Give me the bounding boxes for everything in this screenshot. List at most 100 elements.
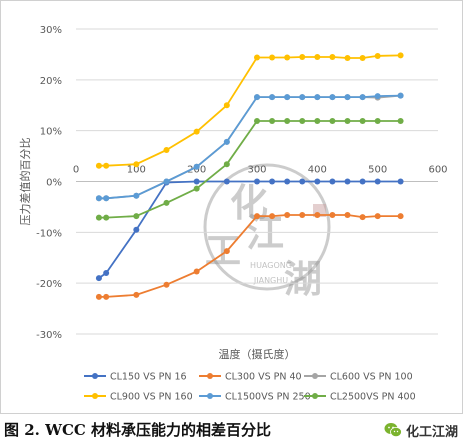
data-point <box>344 212 351 219</box>
data-point <box>223 248 230 255</box>
data-point <box>254 178 260 185</box>
y-tick-label: -20% <box>36 279 62 290</box>
data-point <box>269 118 276 125</box>
data-point <box>284 118 291 125</box>
data-point <box>284 54 291 61</box>
x-tick-label: 600 <box>428 165 447 176</box>
data-point <box>254 118 260 125</box>
series-line <box>98 120 401 219</box>
data-point <box>359 54 366 61</box>
data-point <box>344 54 351 61</box>
data-point <box>133 291 140 298</box>
data-point <box>374 118 381 125</box>
x-tick-label: 300 <box>247 165 266 176</box>
chart-frame: 化工江湖 HUAGONG JIANGHU 30% 20% 10% 0% -10% -20% -3… <box>0 0 463 414</box>
legend-label: CL1500VS PN 250 <box>225 392 311 403</box>
data-point <box>133 192 140 199</box>
data-point <box>95 214 102 221</box>
legend-item: CL900 VS PN 160 <box>84 392 193 403</box>
data-point <box>193 185 200 192</box>
data-point <box>314 94 321 101</box>
data-point <box>193 163 200 170</box>
data-point <box>397 213 404 220</box>
caption-row: 图 2. WCC 材料承压能力的相差百分比 化工江湖 <box>0 414 465 445</box>
data-point <box>359 178 366 185</box>
data-point <box>374 178 381 185</box>
data-point <box>359 118 366 125</box>
legend-label: CL2500VS PN 400 <box>330 392 416 403</box>
data-point <box>397 92 404 99</box>
legend: CL150 VS PN 16 CL300 VS PN 40 CL600 VS PN … <box>84 372 416 403</box>
series-group <box>95 92 404 202</box>
data-point <box>193 128 200 135</box>
series-group <box>95 118 404 221</box>
series-group <box>95 178 404 282</box>
data-point <box>269 94 276 101</box>
data-point <box>193 178 200 185</box>
data-point <box>163 178 170 185</box>
series-line <box>98 94 401 200</box>
data-point <box>329 53 336 60</box>
watermark-char: 化 <box>230 180 268 225</box>
legend-label: CL900 VS PN 160 <box>110 392 193 403</box>
data-point <box>163 199 170 206</box>
data-point <box>103 195 110 202</box>
data-point <box>254 213 260 220</box>
y-tick-label: -10% <box>36 228 62 239</box>
data-point <box>223 102 230 109</box>
data-point <box>254 54 260 61</box>
legend-item: CL600 VS PN 100 <box>304 372 413 383</box>
axes: 30% 20% 10% 0% -10% -20% -30% 0 100 200 300 400 500 6… <box>18 25 448 361</box>
x-axis-title: 温度（摄氏度） <box>219 347 296 361</box>
wechat-badge[interactable]: 化工江湖 <box>384 421 459 440</box>
y-tick-label: 30% <box>40 25 62 36</box>
data-point <box>284 212 291 219</box>
legend-item: CL300 VS PN 40 <box>199 372 302 383</box>
legend-swatch-marker <box>312 373 318 379</box>
x-tick-label: 200 <box>187 165 206 176</box>
x-tick-label: 400 <box>308 165 327 176</box>
figure-caption: 图 2. WCC 材料承压能力的相差百分比 <box>4 421 272 439</box>
data-point <box>344 94 351 101</box>
legend-label: CL150 VS PN 16 <box>110 372 187 383</box>
data-point <box>223 138 230 145</box>
x-tick-label: 0 <box>73 165 79 176</box>
data-point <box>254 94 260 101</box>
data-point <box>269 54 276 61</box>
watermark-latin: HUAGONG <box>250 261 292 270</box>
data-point <box>397 118 404 125</box>
y-tick-label: -30% <box>36 330 62 341</box>
wechat-label: 化工江湖 <box>406 424 459 440</box>
x-tick-label: 100 <box>127 165 146 176</box>
series-group <box>95 52 404 169</box>
series-lines <box>95 52 404 300</box>
data-point <box>223 178 230 185</box>
data-point <box>299 94 306 101</box>
data-point <box>329 94 336 101</box>
data-point <box>397 178 404 185</box>
data-point <box>163 281 170 288</box>
series-line <box>98 180 401 279</box>
data-point <box>359 94 366 101</box>
data-point <box>314 118 321 125</box>
legend-swatch-marker <box>207 373 213 379</box>
data-point <box>359 214 366 221</box>
data-point <box>374 52 381 59</box>
data-point <box>103 162 110 169</box>
data-point <box>103 293 110 300</box>
data-point <box>397 52 404 59</box>
data-point <box>314 212 321 219</box>
legend-swatch-marker <box>312 393 318 399</box>
data-point <box>193 268 200 275</box>
data-point <box>329 212 336 219</box>
data-point <box>344 118 351 125</box>
series-line <box>98 214 401 298</box>
data-point <box>95 162 102 169</box>
legend-swatch-marker <box>92 393 98 399</box>
data-point <box>269 178 276 185</box>
data-point <box>95 293 102 300</box>
data-point <box>223 161 230 168</box>
data-point <box>133 226 140 233</box>
